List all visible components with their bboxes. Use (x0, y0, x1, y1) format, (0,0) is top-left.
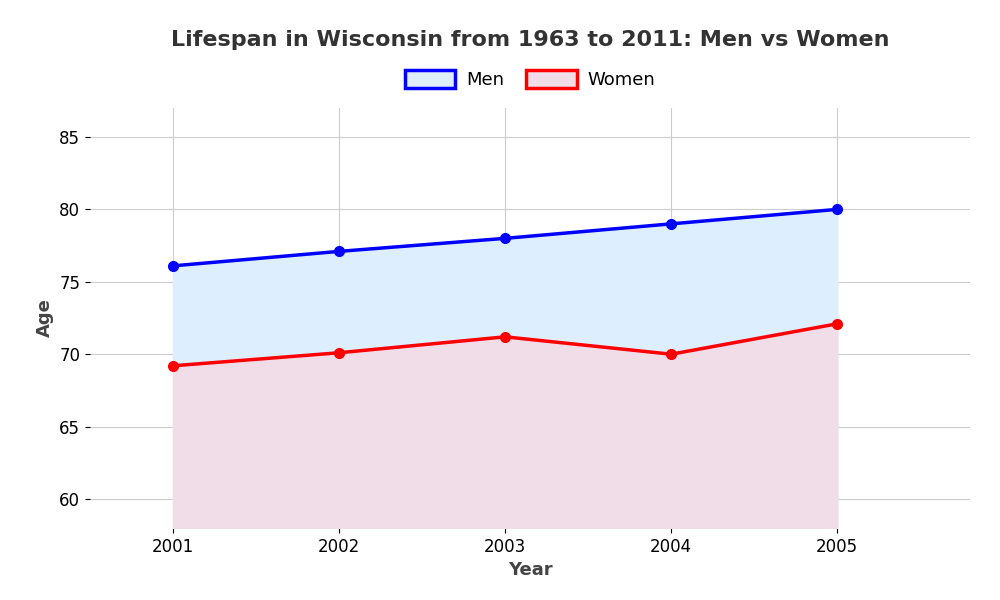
Legend: Men, Women: Men, Women (398, 62, 662, 96)
Title: Lifespan in Wisconsin from 1963 to 2011: Men vs Women: Lifespan in Wisconsin from 1963 to 2011:… (171, 29, 889, 49)
Y-axis label: Age: Age (36, 299, 54, 337)
X-axis label: Year: Year (508, 561, 552, 579)
